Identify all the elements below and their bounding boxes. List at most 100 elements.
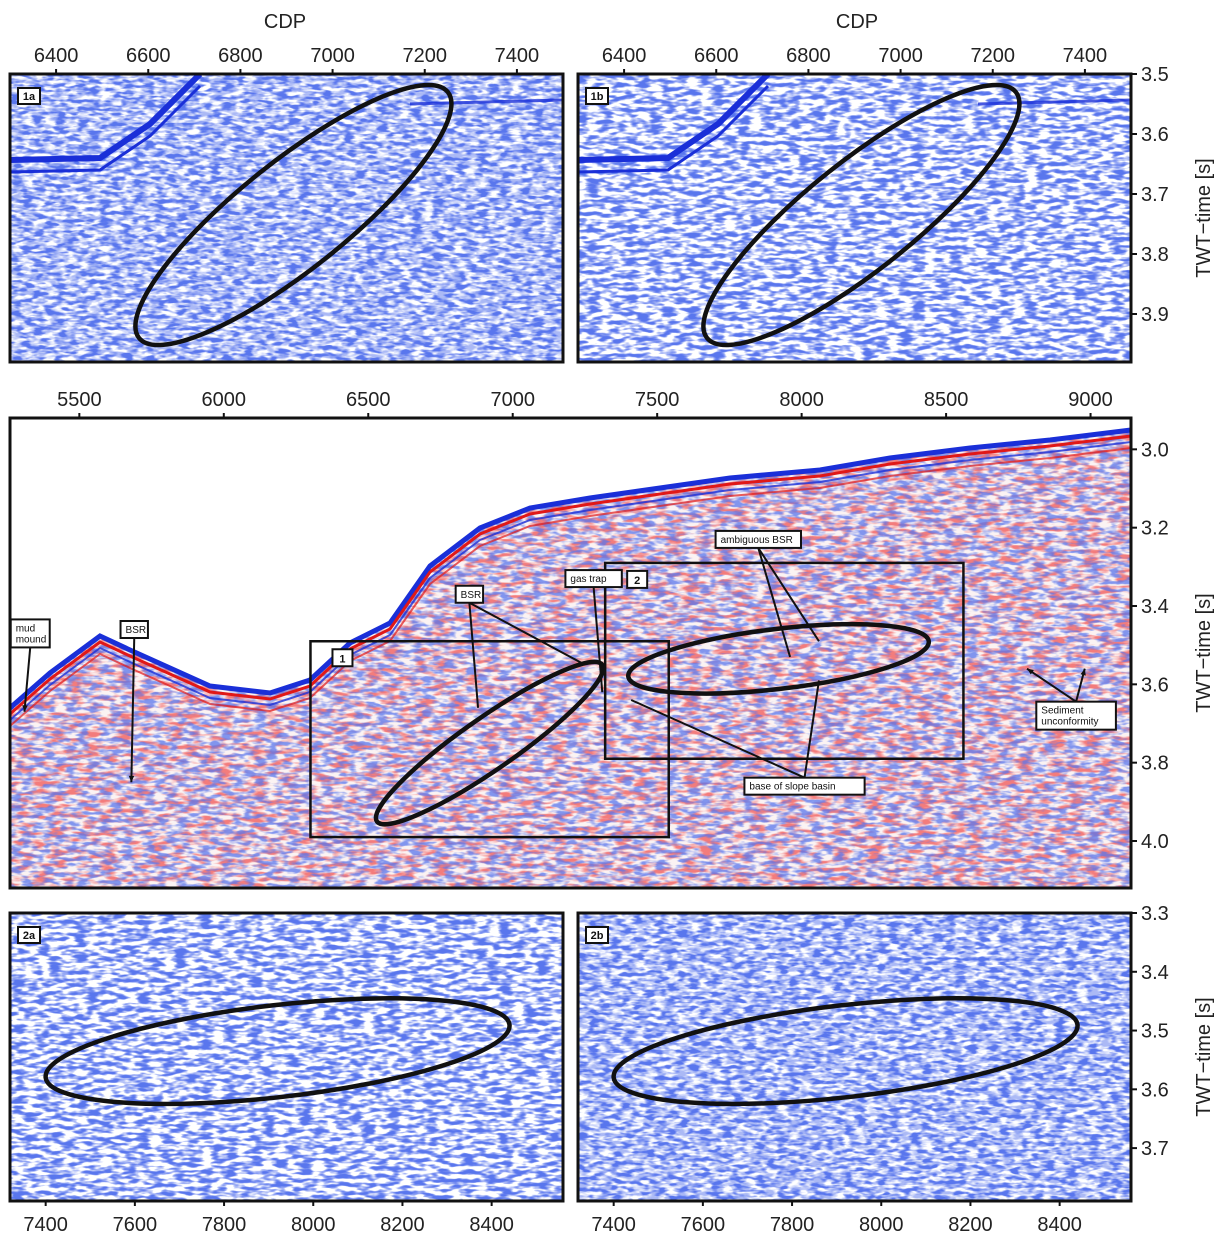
- annotation-box: [743, 776, 866, 796]
- x-tick-label: 8200: [948, 1214, 993, 1236]
- seismic-image-1b: [578, 74, 1131, 362]
- annotation-label: BSR: [461, 590, 482, 601]
- annotation-label: gas trap: [570, 574, 607, 585]
- annotation-label: base of slope basin: [749, 782, 835, 793]
- annotation-pointer: [592, 587, 604, 693]
- panel-frame-1b: [576, 72, 1133, 364]
- x-tick-label: 6800: [786, 45, 831, 67]
- panel-2a: 2a 7400 7600 7800 8000 8200 8400: [8, 911, 565, 1236]
- zoom-box-label-2: 2: [634, 575, 640, 587]
- x-tick-label: 7800: [202, 1214, 247, 1236]
- x-tick-label: 6800: [218, 45, 263, 67]
- x-tick-label: 7600: [113, 1214, 158, 1236]
- y-tick-label: 3.2: [1141, 518, 1169, 540]
- y-tick-label: 3.4: [1141, 962, 1169, 984]
- seismic-image-2a: [10, 913, 563, 1201]
- highlight-ellipse-2a-0: [43, 996, 512, 1107]
- annotation-pointer: [757, 547, 792, 658]
- panel-1a: 1a 6400 6600 6800 7000 7200 7400: [8, 45, 565, 364]
- panel-label-1b: 1b: [591, 91, 604, 103]
- panel-2b: 2b 7400 7600 7800 8000 8200 8400 3.3 3.4 3.5 3.6 3.…: [576, 903, 1215, 1236]
- annotation-box: [9, 618, 51, 649]
- x-tick-label: 6400: [602, 45, 647, 67]
- y-tick-label: 3.0: [1141, 439, 1169, 461]
- x-tick-label: 6600: [126, 45, 171, 67]
- annotation-arrowhead: [22, 705, 28, 712]
- annotation-label: Sediment unconformity: [1041, 706, 1098, 728]
- y-tick-label: 3.8: [1141, 753, 1169, 775]
- panel-label-2b: 2b: [591, 930, 604, 942]
- x-tick-label: 7400: [591, 1214, 636, 1236]
- annotation-arrowhead: [1080, 668, 1086, 676]
- annotation-pointer: [23, 647, 32, 712]
- y-tick-label: 3.5: [1141, 1021, 1169, 1043]
- panel-label-2a: 2a: [23, 930, 36, 942]
- y-tick-label: 3.6: [1141, 674, 1169, 696]
- cdp-axis-title-right: CDP: [836, 11, 878, 33]
- x-tick-label: 7600: [681, 1214, 726, 1236]
- y-axis-title-overview: TWT−time [s]: [1193, 593, 1215, 712]
- x-tick-label: 8000: [859, 1214, 904, 1236]
- x-tick-label: 8000: [779, 389, 824, 411]
- annotation-pointer: [468, 602, 480, 708]
- annotation-box: [564, 569, 623, 589]
- y-tick-label: 3.9: [1141, 304, 1169, 326]
- x-tick-label: 6400: [34, 45, 79, 67]
- annotation-label: BSR: [126, 625, 147, 636]
- y-tick-label: 3.8: [1141, 244, 1169, 266]
- annotation-box: [1035, 700, 1117, 731]
- x-tick-label: 8000: [291, 1214, 336, 1236]
- x-tick-label: 5500: [57, 389, 102, 411]
- x-tick-label: 7200: [403, 45, 448, 67]
- zoom-box-label-1: 1: [339, 653, 345, 665]
- annotation-pointer: [757, 547, 820, 642]
- x-tick-label: 6000: [202, 389, 247, 411]
- y-tick-label: 3.7: [1141, 184, 1169, 206]
- highlight-ellipse-1a-0: [133, 82, 454, 348]
- annotation-label: ambiguous BSR: [721, 535, 793, 546]
- annotation-pointer: [1026, 667, 1077, 703]
- highlight-ellipse-overview-0: [373, 659, 606, 827]
- x-tick-label: 8500: [924, 389, 969, 411]
- x-tick-label: 6600: [694, 45, 739, 67]
- panel-frame-2b: [576, 911, 1133, 1203]
- annotation-pointer: [130, 637, 136, 783]
- panel-frame-2a: [8, 911, 565, 1203]
- annotation-pointer: [803, 680, 820, 778]
- cdp-axis-title-left: CDP: [264, 11, 306, 33]
- panel-frame-1a: [8, 72, 565, 364]
- x-tick-label: 7400: [495, 45, 540, 67]
- y-tick-label: 3.6: [1141, 1079, 1169, 1101]
- y-tick-label: 3.4: [1141, 596, 1169, 618]
- annotation-label: mud mound: [16, 623, 47, 645]
- x-tick-label: 7400: [1063, 45, 1108, 67]
- x-tick-label: 8400: [469, 1214, 514, 1236]
- x-tick-label: 7400: [23, 1214, 68, 1236]
- highlight-ellipse-2b-0: [611, 996, 1080, 1107]
- zoom-box-1: [309, 640, 670, 839]
- x-tick-label: 7800: [770, 1214, 815, 1236]
- y-tick-label: 3.6: [1141, 124, 1169, 146]
- y-axis-title-1b: TWT−time [s]: [1193, 158, 1215, 277]
- highlight-ellipse-1b-0: [701, 82, 1022, 348]
- y-tick-label: 3.7: [1141, 1138, 1169, 1160]
- annotation-pointer: [630, 699, 805, 779]
- y-axis-title-2b: TWT−time [s]: [1193, 997, 1215, 1116]
- x-tick-label: 6500: [346, 389, 391, 411]
- annotation-pointer: [468, 601, 586, 666]
- seismic-image-2b: [578, 913, 1131, 1201]
- y-tick-label: 3.3: [1141, 903, 1169, 925]
- seafloor-reflector: [10, 427, 1131, 710]
- x-tick-label: 7500: [635, 389, 680, 411]
- x-tick-label: 8400: [1037, 1214, 1082, 1236]
- x-tick-label: 7000: [878, 45, 923, 67]
- highlight-ellipse-overview-1: [625, 622, 932, 696]
- annotation-arrowhead: [1026, 668, 1034, 675]
- annotation-box: [714, 529, 802, 549]
- panel-overview: 1 2 mud mound BSR BSR gas trap ambiguous BSR bas…: [8, 389, 1215, 890]
- zoom-box-2: [603, 561, 965, 761]
- seismic-image-1a: [10, 74, 563, 362]
- annotation-arrowhead: [128, 775, 135, 783]
- annotation-box: [119, 620, 149, 639]
